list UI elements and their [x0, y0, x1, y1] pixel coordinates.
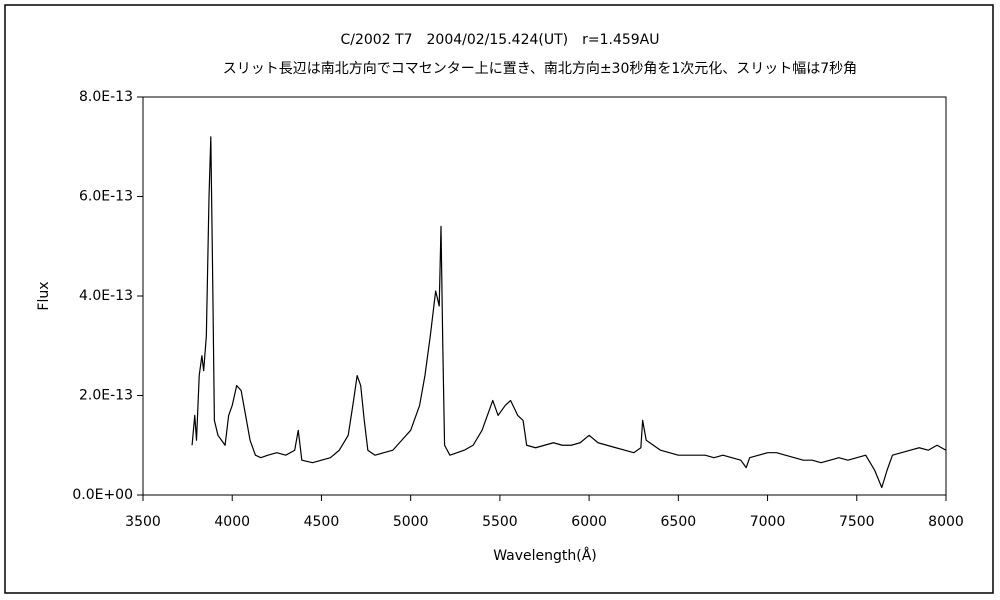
y-tick-label: 0.0E+00	[72, 487, 133, 503]
x-tick-label: 8000	[928, 514, 964, 530]
x-tick-label: 7500	[839, 514, 875, 530]
chart-frame	[4, 4, 994, 594]
chart-subtitle: スリット長辺は南北方向でコマセンター上に置き、南北方向±30秒角を1次元化、スリ…	[223, 61, 857, 77]
x-tick-label: 5000	[393, 514, 429, 530]
x-tick-label: 6500	[661, 514, 697, 530]
y-tick-label: 8.0E-13	[79, 89, 133, 105]
y-axis-label: Flux	[36, 281, 52, 310]
x-tick-label: 4000	[214, 514, 250, 530]
x-axis-label: Wavelength(Å)	[493, 547, 597, 564]
x-tick-label: 3500	[125, 514, 161, 530]
x-tick-label: 6000	[571, 514, 607, 530]
x-tick-label: 4500	[304, 514, 340, 530]
spectrum-line	[191, 136, 947, 489]
x-tick-label: 5500	[482, 514, 518, 530]
x-tick-label: 7000	[750, 514, 786, 530]
y-tick-label: 2.0E-13	[79, 388, 133, 404]
chart-title: C/2002 T7 2004/02/15.424(UT) r=1.459AU	[340, 32, 659, 48]
y-tick-label: 4.0E-13	[79, 288, 133, 304]
y-tick-label: 6.0E-13	[79, 189, 133, 205]
